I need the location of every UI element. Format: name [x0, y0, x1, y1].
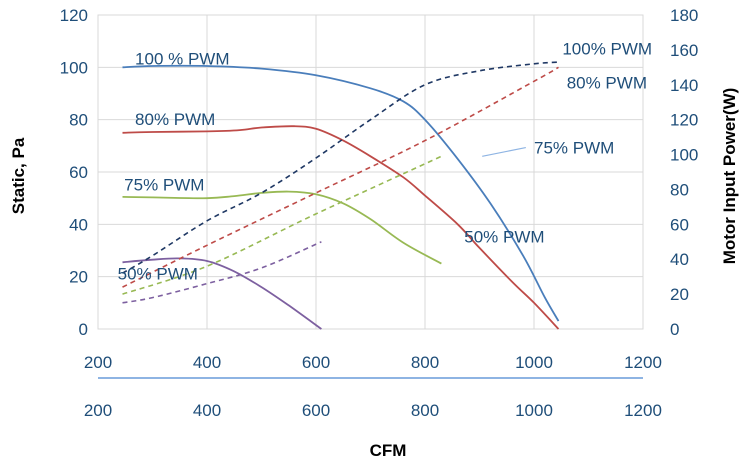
y2-tick-label: 180: [670, 6, 698, 25]
y2-tick-label: 80: [670, 180, 689, 199]
y-tick-label: 100: [60, 58, 88, 77]
series-line-static80: [122, 125, 560, 330]
annotation-layer: 100 % PWM 80% PWM 75% PWM 50% PWM 100% PWM 80…: [118, 39, 652, 283]
x-tick-label: 400: [193, 401, 221, 420]
x-tick-label: 200: [84, 401, 112, 420]
x-tick-label: 200: [84, 353, 112, 372]
x-tick-label: 600: [302, 401, 330, 420]
series-annotation-label: 100% PWM: [562, 39, 652, 58]
series-layer: [122, 61, 560, 330]
x-tick-label: 1000: [515, 401, 553, 420]
y2-tick-label: 40: [670, 250, 689, 269]
annotation-leader-line: [482, 146, 526, 157]
series-annotation-label: 50% PWM: [464, 228, 544, 247]
y-tick-label: 20: [69, 268, 88, 287]
x-tick-label: 1000: [515, 353, 553, 372]
y-tick-label: 40: [69, 215, 88, 234]
x-tick-label: 1200: [624, 401, 662, 420]
x-tick-label: 1200: [624, 353, 662, 372]
y-tick-label: 0: [79, 320, 88, 339]
y2-tick-label: 160: [670, 41, 698, 60]
x-tick-label: 800: [411, 353, 439, 372]
series-annotation-label: 50% PWM: [118, 264, 198, 283]
y2-tick-label: 100: [670, 146, 698, 165]
plot-area: [97, 14, 644, 330]
series-line-power50: [122, 241, 322, 304]
series-line-static50: [122, 257, 322, 330]
series-line-power75: [122, 155, 442, 295]
x-axis-title: CFM: [370, 441, 407, 460]
y2-tick-label: 120: [670, 111, 698, 130]
y-tick-label: 80: [69, 111, 88, 130]
y2-axis-title: Motor Input Power(W): [720, 88, 739, 265]
x-tick-label: 600: [302, 353, 330, 372]
series-line-power80: [122, 66, 559, 288]
series-annotation-label: 80% PWM: [135, 110, 215, 129]
x-tick-label: 800: [411, 401, 439, 420]
y-tick-label: 120: [60, 6, 88, 25]
series-line-static100: [122, 64, 560, 322]
series-annotation-label: 75% PWM: [534, 139, 614, 158]
series-annotation-label: 100 % PWM: [135, 50, 229, 69]
y2-tick-label: 60: [670, 215, 689, 234]
y-axis-title: Static, Pa: [9, 137, 28, 214]
y2-tick-label: 20: [670, 285, 689, 304]
series-annotation-label: 80% PWM: [567, 73, 647, 92]
y-tick-label: 60: [69, 163, 88, 182]
y2-tick-label: 140: [670, 76, 698, 95]
series-line-static75: [122, 190, 442, 265]
x-tick-label: 400: [193, 353, 221, 372]
series-annotation-label: 75% PWM: [124, 175, 204, 194]
series-line-power100: [122, 61, 559, 274]
y2-tick-label: 0: [670, 320, 679, 339]
